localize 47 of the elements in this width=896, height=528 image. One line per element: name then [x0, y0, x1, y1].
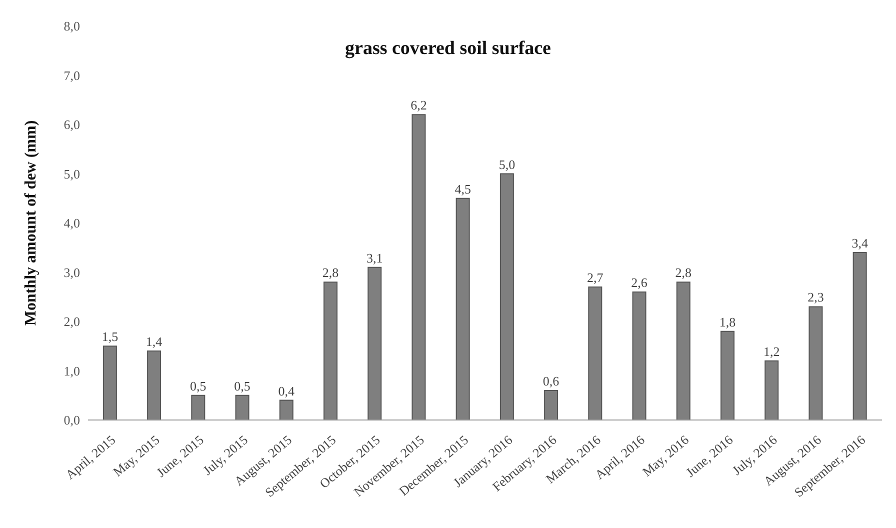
data-label: 2,3 [808, 290, 824, 305]
bar [544, 390, 558, 420]
data-label: 0,6 [542, 373, 560, 388]
y-tick-label: 3,0 [64, 264, 80, 280]
data-label: 1,4 [146, 334, 163, 350]
y-tick-label: 0,0 [64, 412, 80, 428]
data-label: 3,4 [852, 236, 868, 251]
data-label: 2,6 [631, 274, 648, 290]
y-tick-label: 4,0 [64, 216, 80, 231]
data-label: 1,5 [102, 329, 118, 344]
data-label: 5,0 [498, 156, 516, 172]
data-label: 3,1 [366, 250, 383, 266]
data-label: 0,4 [278, 383, 296, 398]
bar [632, 291, 646, 420]
bar [147, 350, 162, 420]
data-label: 2,8 [675, 265, 692, 280]
y-tick-label: 1,0 [64, 363, 80, 378]
bar [764, 360, 779, 420]
data-label: 0,5 [234, 378, 250, 394]
y-tick-label: 2,0 [64, 314, 80, 330]
data-label: 6,2 [410, 98, 427, 113]
bar [808, 306, 823, 420]
bar [412, 114, 426, 420]
y-tick-label: 8,0 [64, 18, 80, 34]
data-label: 0,5 [190, 378, 206, 394]
y-tick-label: 7,0 [64, 68, 80, 83]
bar [720, 330, 734, 420]
bar [279, 400, 294, 420]
y-axis-title: Monthly amount of dew (mm) [22, 120, 40, 326]
bar [588, 286, 602, 420]
y-tick-label: 5,0 [64, 166, 80, 182]
bar [235, 394, 250, 420]
data-label: 1,2 [763, 344, 780, 359]
bar [191, 394, 206, 420]
bar [323, 282, 338, 420]
bar [102, 346, 117, 420]
bar [456, 198, 470, 420]
text: grass covered soil surface [344, 38, 552, 60]
data-label: 4,5 [454, 181, 471, 196]
bar [676, 282, 690, 420]
bar [368, 266, 382, 420]
y-tick-label: 6,0 [64, 117, 80, 132]
bar [500, 173, 514, 420]
data-label: 1,8 [719, 314, 736, 330]
data-label: 2,8 [322, 265, 339, 280]
bar [852, 252, 867, 420]
data-label: 2,7 [587, 270, 604, 286]
